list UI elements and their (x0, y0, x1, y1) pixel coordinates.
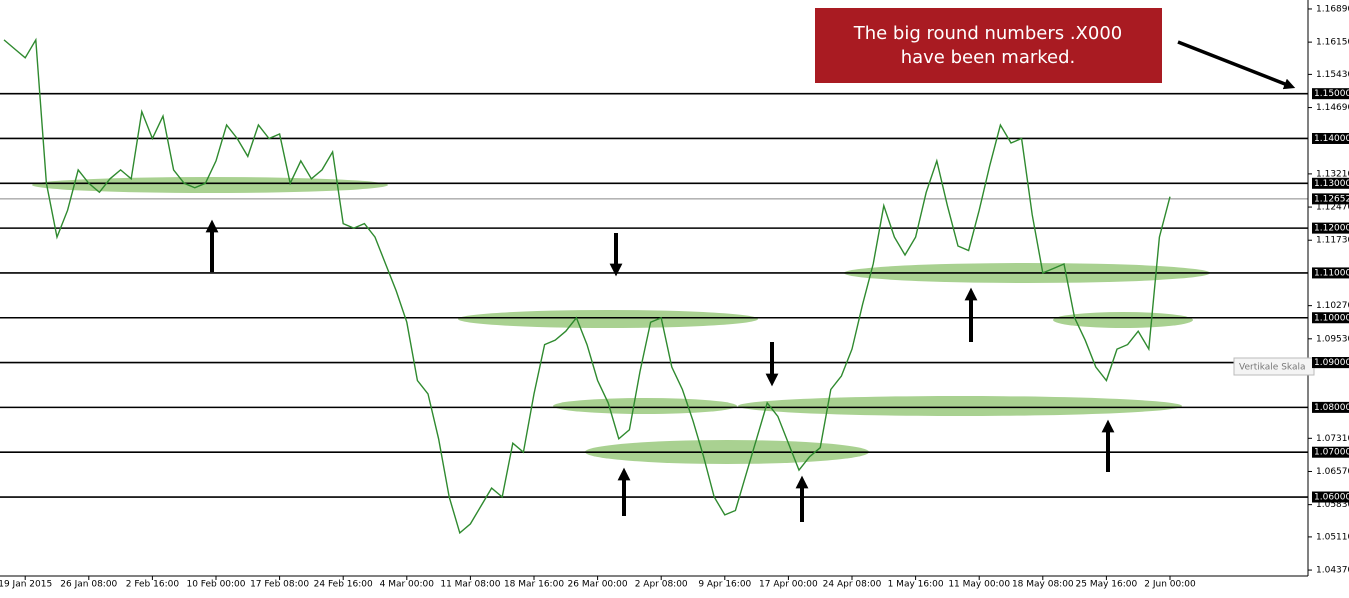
level-label: 1.07000 (1314, 448, 1349, 458)
level-label-box (1312, 267, 1349, 279)
x-tick-label: 2 Apr 08:00 (635, 580, 688, 590)
y-tick-label: 1.09530 (1316, 334, 1349, 344)
x-tick-label: 4 Mar 00:00 (380, 580, 435, 590)
level-label: 1.14000 (1314, 134, 1349, 144)
annotation: The big round numbers .X000 (853, 23, 1123, 44)
y-tick-label: 1.12470 (1316, 203, 1349, 213)
level-label: 1.09000 (1314, 358, 1349, 368)
x-tick-label: 10 Feb 00:00 (186, 580, 245, 590)
level-label-box (1312, 88, 1349, 100)
zone (1053, 312, 1193, 328)
zone (738, 396, 1182, 416)
x-tick-label: 26 Mar 00:00 (568, 580, 628, 590)
level-label-box (1312, 401, 1349, 413)
level-label-box (1312, 357, 1349, 369)
level-label: 1.06000 (1314, 493, 1349, 503)
x-tick-label: 17 Feb 08:00 (250, 580, 309, 590)
level-label: 1.10000 (1314, 313, 1349, 323)
x-tick-label: 2 Feb 16:00 (126, 580, 180, 590)
y-tick-label: 1.10270 (1316, 301, 1349, 311)
x-tick-label: 18 Mar 16:00 (504, 580, 564, 590)
y-tick-label: 1.05830 (1316, 500, 1349, 510)
x-tick-label: 25 May 16:00 (1076, 580, 1138, 590)
x-tick-label: 24 Feb 16:00 (314, 580, 373, 590)
y-tick-label: 1.13210 (1316, 169, 1349, 179)
x-tick-label: 24 Apr 08:00 (823, 580, 882, 590)
level-label-box (1312, 222, 1349, 234)
current-price-label: 1.12652 (1314, 194, 1349, 204)
tooltip: Vertikale Skala (1239, 363, 1306, 373)
x-tick-label: 1 May 16:00 (888, 580, 944, 590)
y-tick-label: 1.11730 (1316, 236, 1349, 246)
zone (32, 177, 388, 193)
level-label: 1.12000 (1314, 224, 1349, 234)
x-tick-label: 11 Mar 08:00 (440, 580, 500, 590)
x-tick-label: 18 May 08:00 (1012, 580, 1074, 590)
x-tick-label: 26 Jan 08:00 (60, 580, 117, 590)
zone (553, 398, 737, 414)
y-tick-label: 1.14690 (1316, 103, 1349, 113)
y-tick-label: 1.06570 (1316, 467, 1349, 477)
level-label: 1.11000 (1314, 268, 1349, 278)
level-label-box (1312, 177, 1349, 189)
level-label-box (1312, 132, 1349, 144)
y-tick-label: 1.05110 (1316, 532, 1349, 542)
x-tick-label: 19 Jan 2015 (0, 580, 52, 590)
y-tick-label: 1.15430 (1316, 70, 1349, 80)
x-tick-label: 11 May 00:00 (948, 580, 1010, 590)
x-tick-label: 9 Apr 16:00 (698, 580, 751, 590)
y-tick-label: 1.16890 (1316, 4, 1349, 14)
y-tick-label: 1.04370 (1316, 566, 1349, 576)
annotation: have been marked. (901, 47, 1076, 68)
level-label: 1.13000 (1314, 179, 1349, 189)
x-tick-label: 17 Apr 00:00 (759, 580, 818, 590)
level-label-box (1312, 491, 1349, 503)
plot (0, 37, 1308, 535)
level-label: 1.15000 (1314, 89, 1349, 99)
level-label-box (1312, 312, 1349, 324)
level-label-box (1312, 446, 1349, 458)
y-tick-label: 1.07310 (1316, 434, 1349, 444)
y-tick-label: 1.16150 (1316, 38, 1349, 48)
annotation-box (815, 8, 1162, 83)
arrow (1177, 40, 1296, 90)
level-label: 1.08000 (1314, 403, 1349, 413)
current-price-box (1312, 193, 1349, 205)
zone (458, 310, 758, 328)
arrows (205, 40, 1296, 522)
x-tick-label: 2 Jun 00:00 (1144, 580, 1196, 590)
price-line (3, 37, 1171, 535)
